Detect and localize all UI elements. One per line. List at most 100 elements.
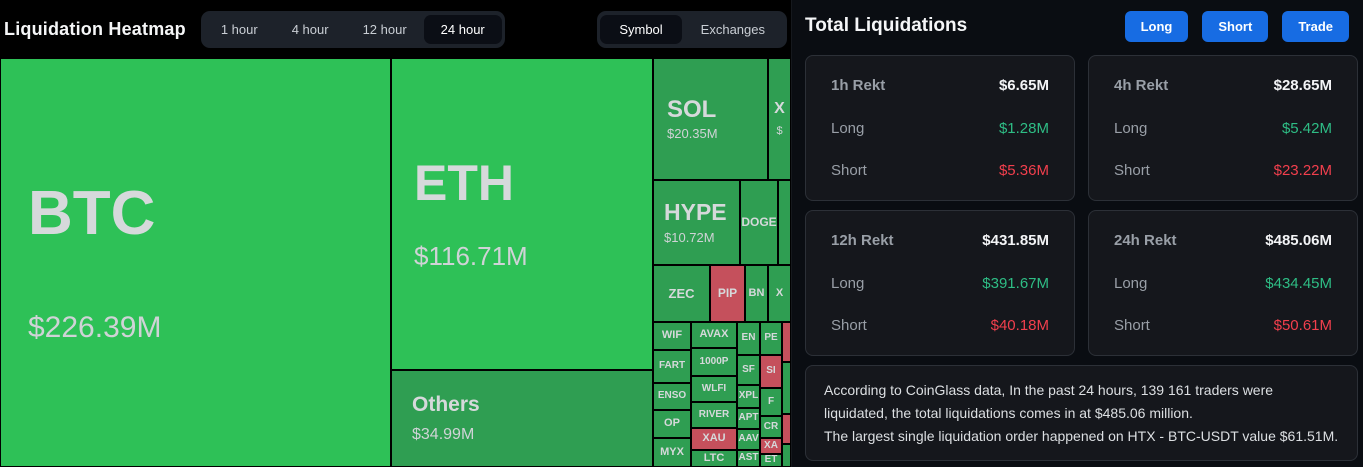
treemap-cell-hype[interactable]: HYPE $10.72M [653,180,740,265]
treemap-cell-sol[interactable]: SOL $20.35M [653,58,768,180]
coin-symbol: DOGE [741,215,777,230]
treemap-cell-others[interactable]: Others $34.99M [391,370,653,467]
toggle-symbol[interactable]: Symbol [600,14,682,44]
treemap-cell-zec[interactable]: ZEC [653,265,710,322]
treemap-cell-river[interactable]: RIVER [691,402,737,428]
coin-symbol: ZEC [668,285,695,301]
view-toggle-group: Symbol Exchanges [597,10,787,48]
coin-symbol: SI [766,365,776,377]
long-button[interactable]: Long [1124,10,1189,42]
total-value: $431.85M [982,232,1049,249]
treemap-cell-pe[interactable]: PE [760,322,782,355]
treemap-cell-ast[interactable]: AST [737,450,760,467]
treemap-cell-btc[interactable]: BTC $226.39M [0,58,391,467]
time-range-group: 1 hour 4 hour 12 hour 24 hour [200,10,505,48]
treemap-cell-wlfi[interactable]: WLFI [691,376,737,402]
treemap-cell-et[interactable]: ET [760,454,782,467]
time-range-12-hour[interactable]: 12 hour [362,21,407,37]
treemap-cell-myx[interactable]: MYX [653,438,691,467]
treemap-cell-ltc[interactable]: LTC [691,450,737,467]
treemap-cell-xau[interactable]: XAU [691,428,737,450]
card-short-row: Short $50.61M [1114,317,1332,334]
treemap-cell-si[interactable]: SI [760,355,782,388]
treemap-cell-sliver[interactable] [782,444,791,467]
treemap-cell-enso[interactable]: ENSO [653,383,691,410]
treemap-cell-f[interactable]: F [760,388,782,416]
coin-liquidation-value: $116.71M [414,240,528,271]
treemap-cell-avax[interactable]: AVAX [691,322,737,348]
time-range-4-hour[interactable]: 4 hour [291,21,329,37]
period-label: 4h Rekt [1114,77,1169,94]
coin-symbol: BTC [28,179,156,249]
treemap-cell-sliver[interactable] [782,362,791,414]
treemap-cell-en[interactable]: EN [737,322,760,355]
long-label: Long [1114,119,1148,137]
liquidation-treemap: BTC $226.39M ETH $116.71M Others $34.99M SOL $2… [0,58,791,467]
rekt-cards-grid: 1h Rekt $6.65M Long $1.28M Short $5.36M … [792,52,1363,356]
short-button[interactable]: Short [1202,10,1269,42]
card-short-row: Short $23.22M [1114,162,1332,179]
treemap-cell-op[interactable]: OP [653,410,691,438]
treemap-cell-sliver[interactable] [778,180,791,265]
treemap-cell-fart[interactable]: FART [653,350,691,383]
card-short-row: Short $40.18M [831,317,1049,334]
short-value: $5.36M [998,162,1049,179]
total-liquidations-panel: Total Liquidations Long Short Trade 1h R… [791,0,1363,467]
treemap-cell-1000p[interactable]: 1000P [691,348,737,376]
coin-symbol: XPL [738,390,759,402]
coin-symbol: OP [664,417,680,430]
time-range-24-hour[interactable]: 24 hour [423,14,502,44]
coin-symbol: SOL [667,95,717,123]
toggle-exchanges[interactable]: Exchanges [700,21,765,37]
period-label: 12h Rekt [831,232,894,249]
coin-symbol: MYX [660,445,684,458]
short-value: $40.18M [990,317,1049,334]
coin-symbol: XAU [702,432,726,445]
treemap-cell-sliver[interactable] [782,414,791,444]
card-title-row: 24h Rekt $485.06M [1114,232,1332,249]
long-label: Long [831,119,865,137]
coin-liquidation-value: $226.39M [28,310,162,344]
short-value: $23.22M [1273,162,1332,179]
treemap-cell-x[interactable]: X [768,265,791,322]
treemap-cell-xpl[interactable]: XPL [737,385,760,408]
coin-symbol: WLFI [701,382,727,394]
coin-liquidation-value: $20.35M [667,125,718,141]
short-label: Short [1114,317,1150,334]
coin-symbol: XA [764,439,778,451]
coin-symbol: FART [658,360,686,372]
long-label: Long [1114,274,1148,292]
summary-note: According to CoinGlass data, In the past… [805,365,1358,462]
treemap-cell-wif[interactable]: WIF [653,322,691,350]
coin-symbol: Others [412,392,480,416]
long-value: $1.28M [998,119,1049,137]
long-value: $5.42M [1281,119,1332,137]
treemap-cell-sliver[interactable] [782,322,791,362]
time-range-1-hour[interactable]: 1 hour [220,21,258,37]
treemap-cell-sf[interactable]: SF [737,355,760,385]
treemap-cell-pip[interactable]: PIP [710,265,745,322]
treemap-cell-x[interactable]: X $ [768,58,791,180]
coin-symbol: PIP [717,286,738,301]
heatmap-header: Liquidation Heatmap 1 hour 4 hour 12 hou… [0,0,791,58]
treemap-cell-apt[interactable]: APT [737,408,760,429]
short-label: Short [1114,162,1150,179]
treemap-cell-xa[interactable]: XA [760,438,782,454]
treemap-cell-eth[interactable]: ETH $116.71M [391,58,653,370]
treemap-cell-bn[interactable]: BN [745,265,768,322]
treemap-cell-cr[interactable]: CR [760,416,782,438]
heatmap-section: Liquidation Heatmap 1 hour 4 hour 12 hou… [0,0,791,467]
card-title-row: 12h Rekt $431.85M [831,232,1049,249]
rekt-card-4h: 4h Rekt $28.65M Long $5.42M Short $23.22… [1088,55,1358,201]
long-value: $434.45M [1265,274,1332,292]
treemap-cell-aav[interactable]: AAV [737,429,760,450]
page-title: Liquidation Heatmap [4,18,186,39]
coin-symbol: LTC [703,451,725,464]
trade-button[interactable]: Trade [1282,10,1349,42]
summary-line-1: According to CoinGlass data, In the past… [824,382,1274,421]
card-title-row: 1h Rekt $6.65M [831,77,1049,94]
coin-symbol: WIF [661,329,683,342]
treemap-cell-doge[interactable]: DOGE [740,180,778,265]
coin-liquidation-value: $ [776,125,783,138]
